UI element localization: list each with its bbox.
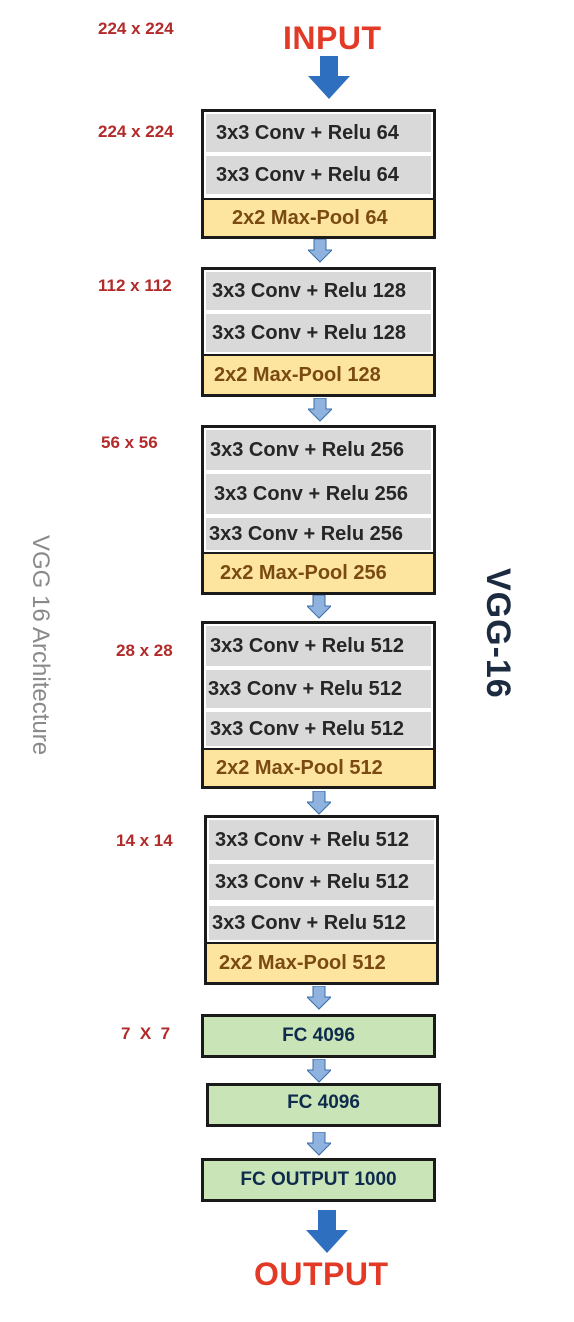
down-arrow-icon (307, 791, 331, 815)
size-label-block-5: 14 x 14 (116, 831, 173, 850)
conv-block-4: 3x3 Conv + Relu 512 3x3 Conv + Relu 512 … (201, 621, 436, 789)
maxpool-layer: 2x2 Max-Pool 64 (204, 198, 433, 236)
down-arrow-icon (307, 986, 331, 1010)
size-label-block-2: 112 x 112 (98, 276, 172, 295)
diagram-title: VGG-16 (479, 568, 517, 699)
conv-block-3: 3x3 Conv + Relu 256 3x3 Conv + Relu 256 … (201, 425, 436, 595)
size-label-block-4: 28 x 28 (116, 641, 173, 660)
conv-layer: 3x3 Conv + Relu 64 (204, 112, 433, 154)
side-title: VGG 16 Architecture (27, 535, 54, 756)
conv-layer: 3x3 Conv + Relu 256 (204, 472, 433, 516)
output-arrow-icon (306, 1210, 348, 1253)
down-arrow-icon (307, 1132, 331, 1156)
maxpool-layer: 2x2 Max-Pool 256 (204, 552, 433, 592)
fc-layer-2: FC 4096 (206, 1083, 441, 1127)
conv-layer: 3x3 Conv + Relu 512 (204, 624, 433, 668)
maxpool-layer: 2x2 Max-Pool 512 (204, 748, 433, 786)
conv-layer: 3x3 Conv + Relu 512 (207, 818, 436, 862)
size-label-fc: 7 X 7 (121, 1024, 171, 1043)
conv-block-5: 3x3 Conv + Relu 512 3x3 Conv + Relu 512 … (204, 815, 439, 985)
conv-layer: 3x3 Conv + Relu 512 (207, 904, 436, 942)
conv-layer: 3x3 Conv + Relu 512 (207, 862, 436, 902)
down-arrow-icon (308, 239, 332, 263)
size-label-block-1: 224 x 224 (98, 122, 174, 141)
fc-layer-1: FC 4096 (201, 1014, 436, 1058)
conv-block-2: 3x3 Conv + Relu 128 3x3 Conv + Relu 128 … (201, 267, 436, 397)
conv-layer: 3x3 Conv + Relu 64 (204, 154, 433, 196)
conv-layer: 3x3 Conv + Relu 512 (204, 668, 433, 710)
fc-output-layer: FC OUTPUT 1000 (201, 1158, 436, 1202)
conv-layer: 3x3 Conv + Relu 128 (204, 270, 433, 312)
down-arrow-icon (307, 1059, 331, 1083)
maxpool-layer: 2x2 Max-Pool 128 (204, 354, 433, 394)
size-label-input: 224 x 224 (98, 19, 174, 38)
conv-layer: 3x3 Conv + Relu 256 (204, 428, 433, 472)
size-label-block-3: 56 x 56 (101, 433, 158, 452)
conv-layer: 3x3 Conv + Relu 128 (204, 312, 433, 354)
down-arrow-icon (307, 595, 331, 619)
input-arrow-icon (308, 56, 350, 99)
input-label: INPUT (283, 20, 382, 56)
down-arrow-icon (308, 398, 332, 422)
conv-layer: 3x3 Conv + Relu 256 (204, 516, 433, 552)
output-label: OUTPUT (254, 1256, 389, 1292)
conv-layer: 3x3 Conv + Relu 512 (204, 710, 433, 748)
conv-block-1: 3x3 Conv + Relu 64 3x3 Conv + Relu 64 2x… (201, 109, 436, 239)
maxpool-layer: 2x2 Max-Pool 512 (207, 942, 436, 982)
